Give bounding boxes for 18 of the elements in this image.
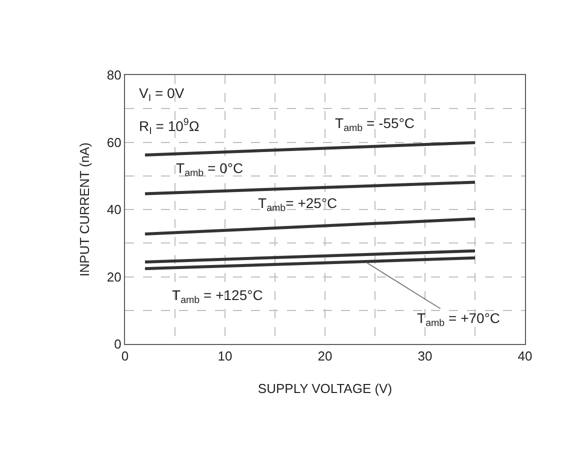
annotation: T$_{amb}$ = 0°C xyxy=(176,160,244,179)
annotation: T$_{amb}$ = +125°C xyxy=(172,287,263,306)
annotation: V$_{I}$ = 0V xyxy=(139,85,185,104)
x-tick-label: 30 xyxy=(418,348,432,364)
annotation: T$_{amb}$ = +70°C xyxy=(417,310,500,329)
annotation: T$_{amb}$ = -55°C xyxy=(335,115,415,134)
x-tick-label: 10 xyxy=(218,348,232,364)
x-axis-title: SUPPLY VOLTAGE (V) xyxy=(258,381,392,396)
y-axis-title: INPUT CURRENT (nA) xyxy=(77,142,92,276)
y-tick-label: 60 xyxy=(106,134,122,150)
annotation: R$_{I}$ = 10$^{9}$Ω xyxy=(139,117,200,137)
x-tick-label: 20 xyxy=(318,348,332,364)
annotation: T$_{amb}$= +25°C xyxy=(258,195,338,214)
y-tick-label: 0 xyxy=(114,336,122,352)
y-tick-label: 80 xyxy=(106,68,122,83)
x-tick-label: 40 xyxy=(518,348,532,364)
y-tick-label: 20 xyxy=(106,269,122,284)
y-tick-label: 40 xyxy=(106,202,122,218)
